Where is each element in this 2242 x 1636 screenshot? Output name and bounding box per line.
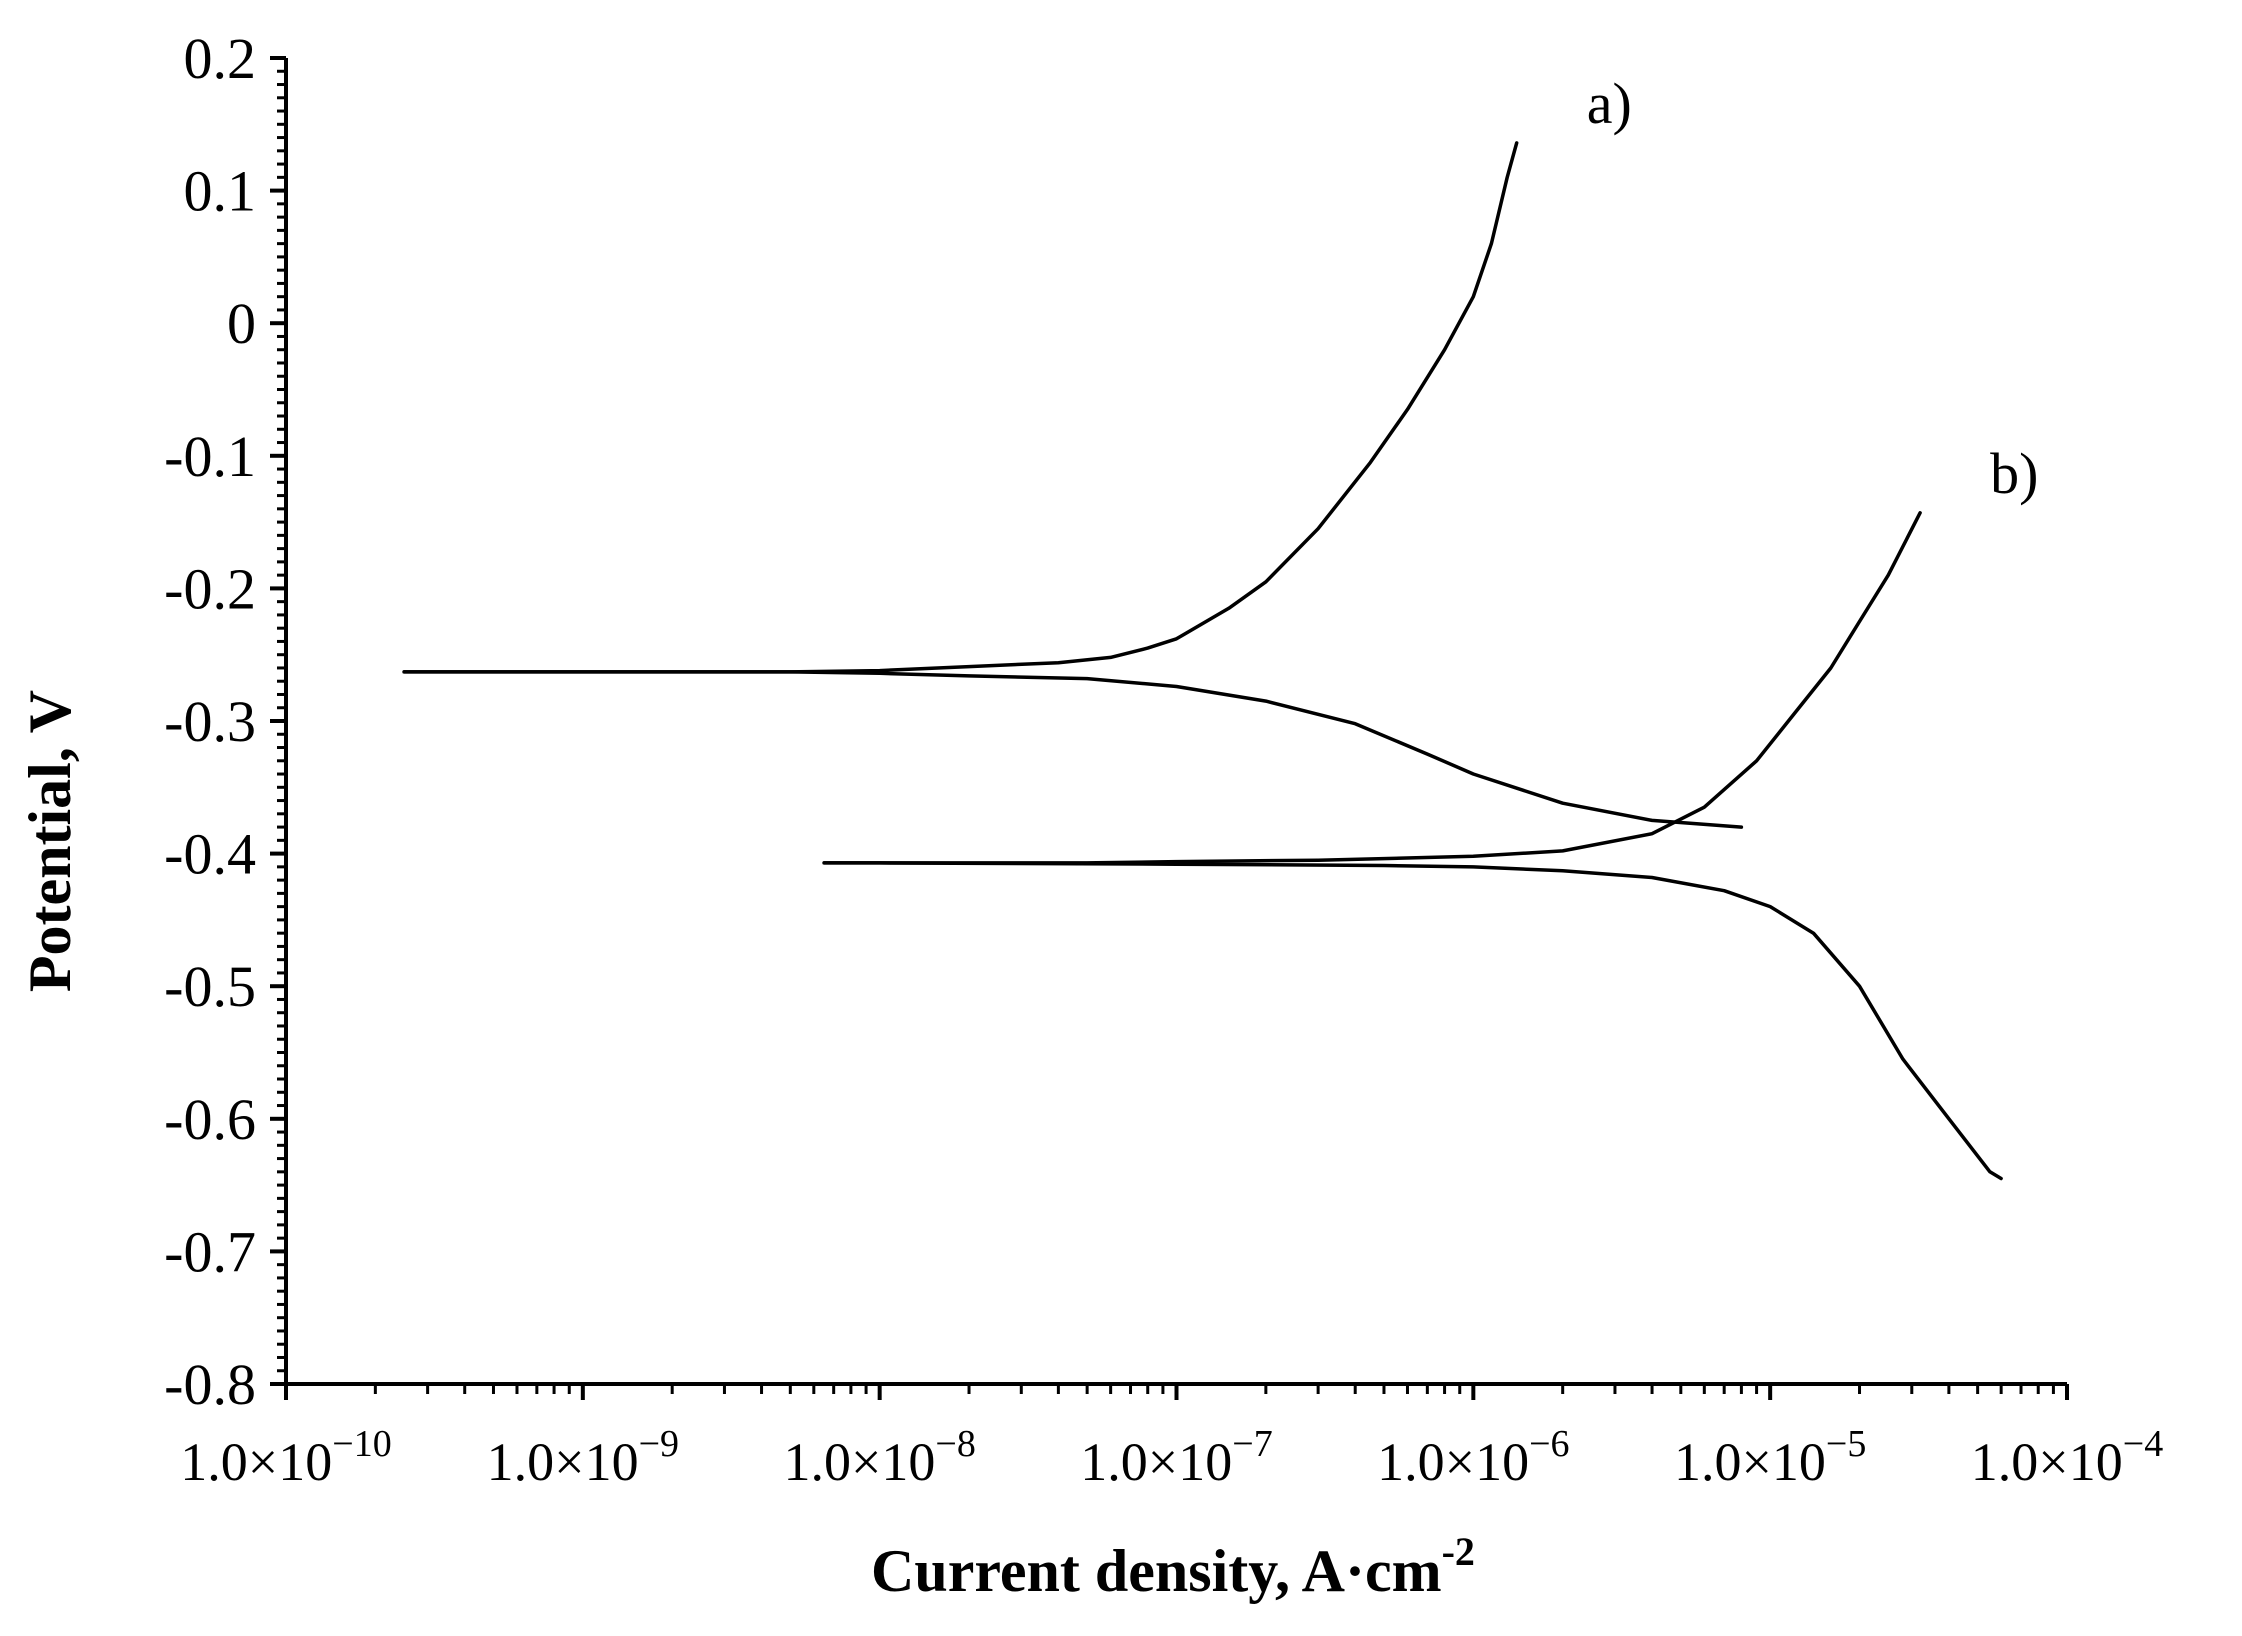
x-tick-exponent: −9 — [639, 1423, 679, 1465]
series-b-anodic-line — [822, 511, 1922, 865]
series-labels: a) b) — [1587, 71, 2039, 506]
x-tick-label: 1.0×10−6 — [1377, 1423, 1569, 1492]
series-a-cathodic-line — [402, 670, 1744, 829]
y-tick-label: 0 — [227, 291, 256, 356]
y-tick-label: -0.2 — [164, 556, 256, 621]
x-ticks: 1.0×10−10 1.0×10−9 1.0×10−8 1.0×10−7 1.0×10−… — [180, 1384, 2163, 1492]
series-lines — [402, 141, 2003, 1181]
y-tick-label: -0.8 — [164, 1352, 256, 1417]
x-tick-mantissa: 1.0×10 — [1377, 1432, 1529, 1492]
x-tick-exponent: −8 — [935, 1423, 975, 1465]
x-tick-exponent: −5 — [1826, 1423, 1866, 1465]
y-tick-label: -0.6 — [164, 1087, 256, 1152]
x-tick-label: 1.0×10−7 — [1080, 1423, 1272, 1492]
series-b-cathodic-line — [822, 861, 2003, 1181]
x-tick-label: 1.0×10−5 — [1674, 1423, 1866, 1492]
y-tick-label: -0.1 — [164, 424, 256, 489]
y-tick-label: -0.5 — [164, 954, 256, 1019]
series-label-a: a) — [1587, 71, 1632, 136]
x-tick-mantissa: 1.0×10 — [783, 1432, 935, 1492]
x-axis-title-superscript: -2 — [1442, 1529, 1475, 1574]
x-tick-mantissa: 1.0×10 — [1971, 1432, 2123, 1492]
y-tick-label: -0.7 — [164, 1219, 256, 1284]
series-label-b: b) — [1990, 441, 2038, 506]
y-axis-title: Potential, V — [17, 690, 83, 992]
y-ticks: 0.2 0.1 0 -0.1 -0.2 -0.3 -0.4 -0.5 -0.6 -0.7 -0.8 — [164, 26, 286, 1417]
x-tick-exponent: −4 — [2123, 1423, 2163, 1465]
axes — [284, 58, 2067, 1386]
y-tick-label: 0.1 — [184, 159, 257, 224]
x-tick-label: 1.0×10−9 — [487, 1423, 679, 1492]
x-tick-exponent: −7 — [1232, 1423, 1272, 1465]
x-tick-exponent: −6 — [1529, 1423, 1569, 1465]
x-tick-mantissa: 1.0×10 — [1674, 1432, 1826, 1492]
x-axis-title: Current density, A·cm-2 — [871, 1529, 1475, 1604]
x-tick-label: 1.0×10−8 — [783, 1423, 975, 1492]
x-axis-title-main: Current density, A·cm — [871, 1538, 1442, 1604]
x-tick-mantissa: 1.0×10 — [180, 1432, 332, 1492]
x-tick-mantissa: 1.0×10 — [487, 1432, 639, 1492]
series-a-anodic-line — [402, 141, 1519, 674]
x-tick-label: 1.0×10−4 — [1971, 1423, 2163, 1492]
x-tick-exponent: −10 — [332, 1423, 391, 1465]
x-tick-label: 1.0×10−10 — [180, 1423, 391, 1492]
y-tick-label: -0.3 — [164, 689, 256, 754]
x-tick-mantissa: 1.0×10 — [1080, 1432, 1232, 1492]
y-tick-label: -0.4 — [164, 822, 256, 887]
y-tick-label: 0.2 — [184, 26, 257, 91]
